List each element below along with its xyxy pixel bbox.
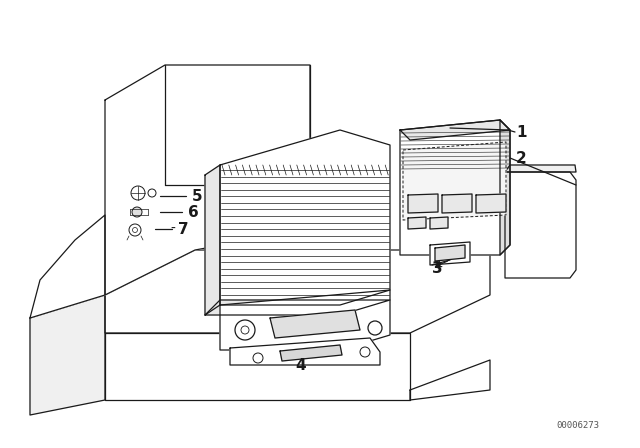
Polygon shape — [400, 120, 510, 255]
Polygon shape — [430, 242, 470, 265]
Circle shape — [253, 353, 263, 363]
Text: 7: 7 — [178, 221, 189, 237]
Polygon shape — [105, 65, 310, 295]
Polygon shape — [220, 130, 390, 305]
Circle shape — [132, 228, 138, 233]
Circle shape — [241, 326, 249, 334]
Text: -: - — [170, 222, 175, 236]
Circle shape — [131, 186, 145, 200]
Polygon shape — [505, 165, 576, 172]
Text: 3: 3 — [432, 260, 443, 276]
Circle shape — [129, 224, 141, 236]
Circle shape — [368, 321, 382, 335]
Text: 4: 4 — [295, 358, 306, 372]
Text: 00006273: 00006273 — [557, 421, 600, 430]
Text: 5: 5 — [192, 189, 203, 203]
Polygon shape — [30, 215, 105, 318]
Polygon shape — [105, 333, 410, 400]
Circle shape — [148, 189, 156, 197]
Polygon shape — [435, 245, 465, 261]
Polygon shape — [500, 120, 510, 255]
Text: 1: 1 — [516, 125, 527, 139]
Circle shape — [235, 320, 255, 340]
Polygon shape — [505, 172, 576, 278]
Text: 2: 2 — [516, 151, 527, 165]
Circle shape — [360, 347, 370, 357]
Polygon shape — [30, 295, 105, 415]
Polygon shape — [408, 217, 426, 229]
Polygon shape — [105, 250, 490, 333]
Polygon shape — [280, 345, 342, 361]
Polygon shape — [408, 194, 438, 213]
Polygon shape — [220, 290, 390, 350]
Polygon shape — [403, 142, 506, 220]
Polygon shape — [270, 310, 360, 338]
Polygon shape — [442, 194, 472, 213]
Polygon shape — [476, 194, 506, 213]
Text: 6: 6 — [188, 204, 199, 220]
Polygon shape — [410, 360, 490, 400]
Polygon shape — [230, 338, 380, 365]
Polygon shape — [400, 120, 510, 140]
Circle shape — [132, 207, 142, 217]
Polygon shape — [205, 165, 220, 315]
Polygon shape — [430, 217, 448, 229]
Polygon shape — [205, 300, 390, 315]
